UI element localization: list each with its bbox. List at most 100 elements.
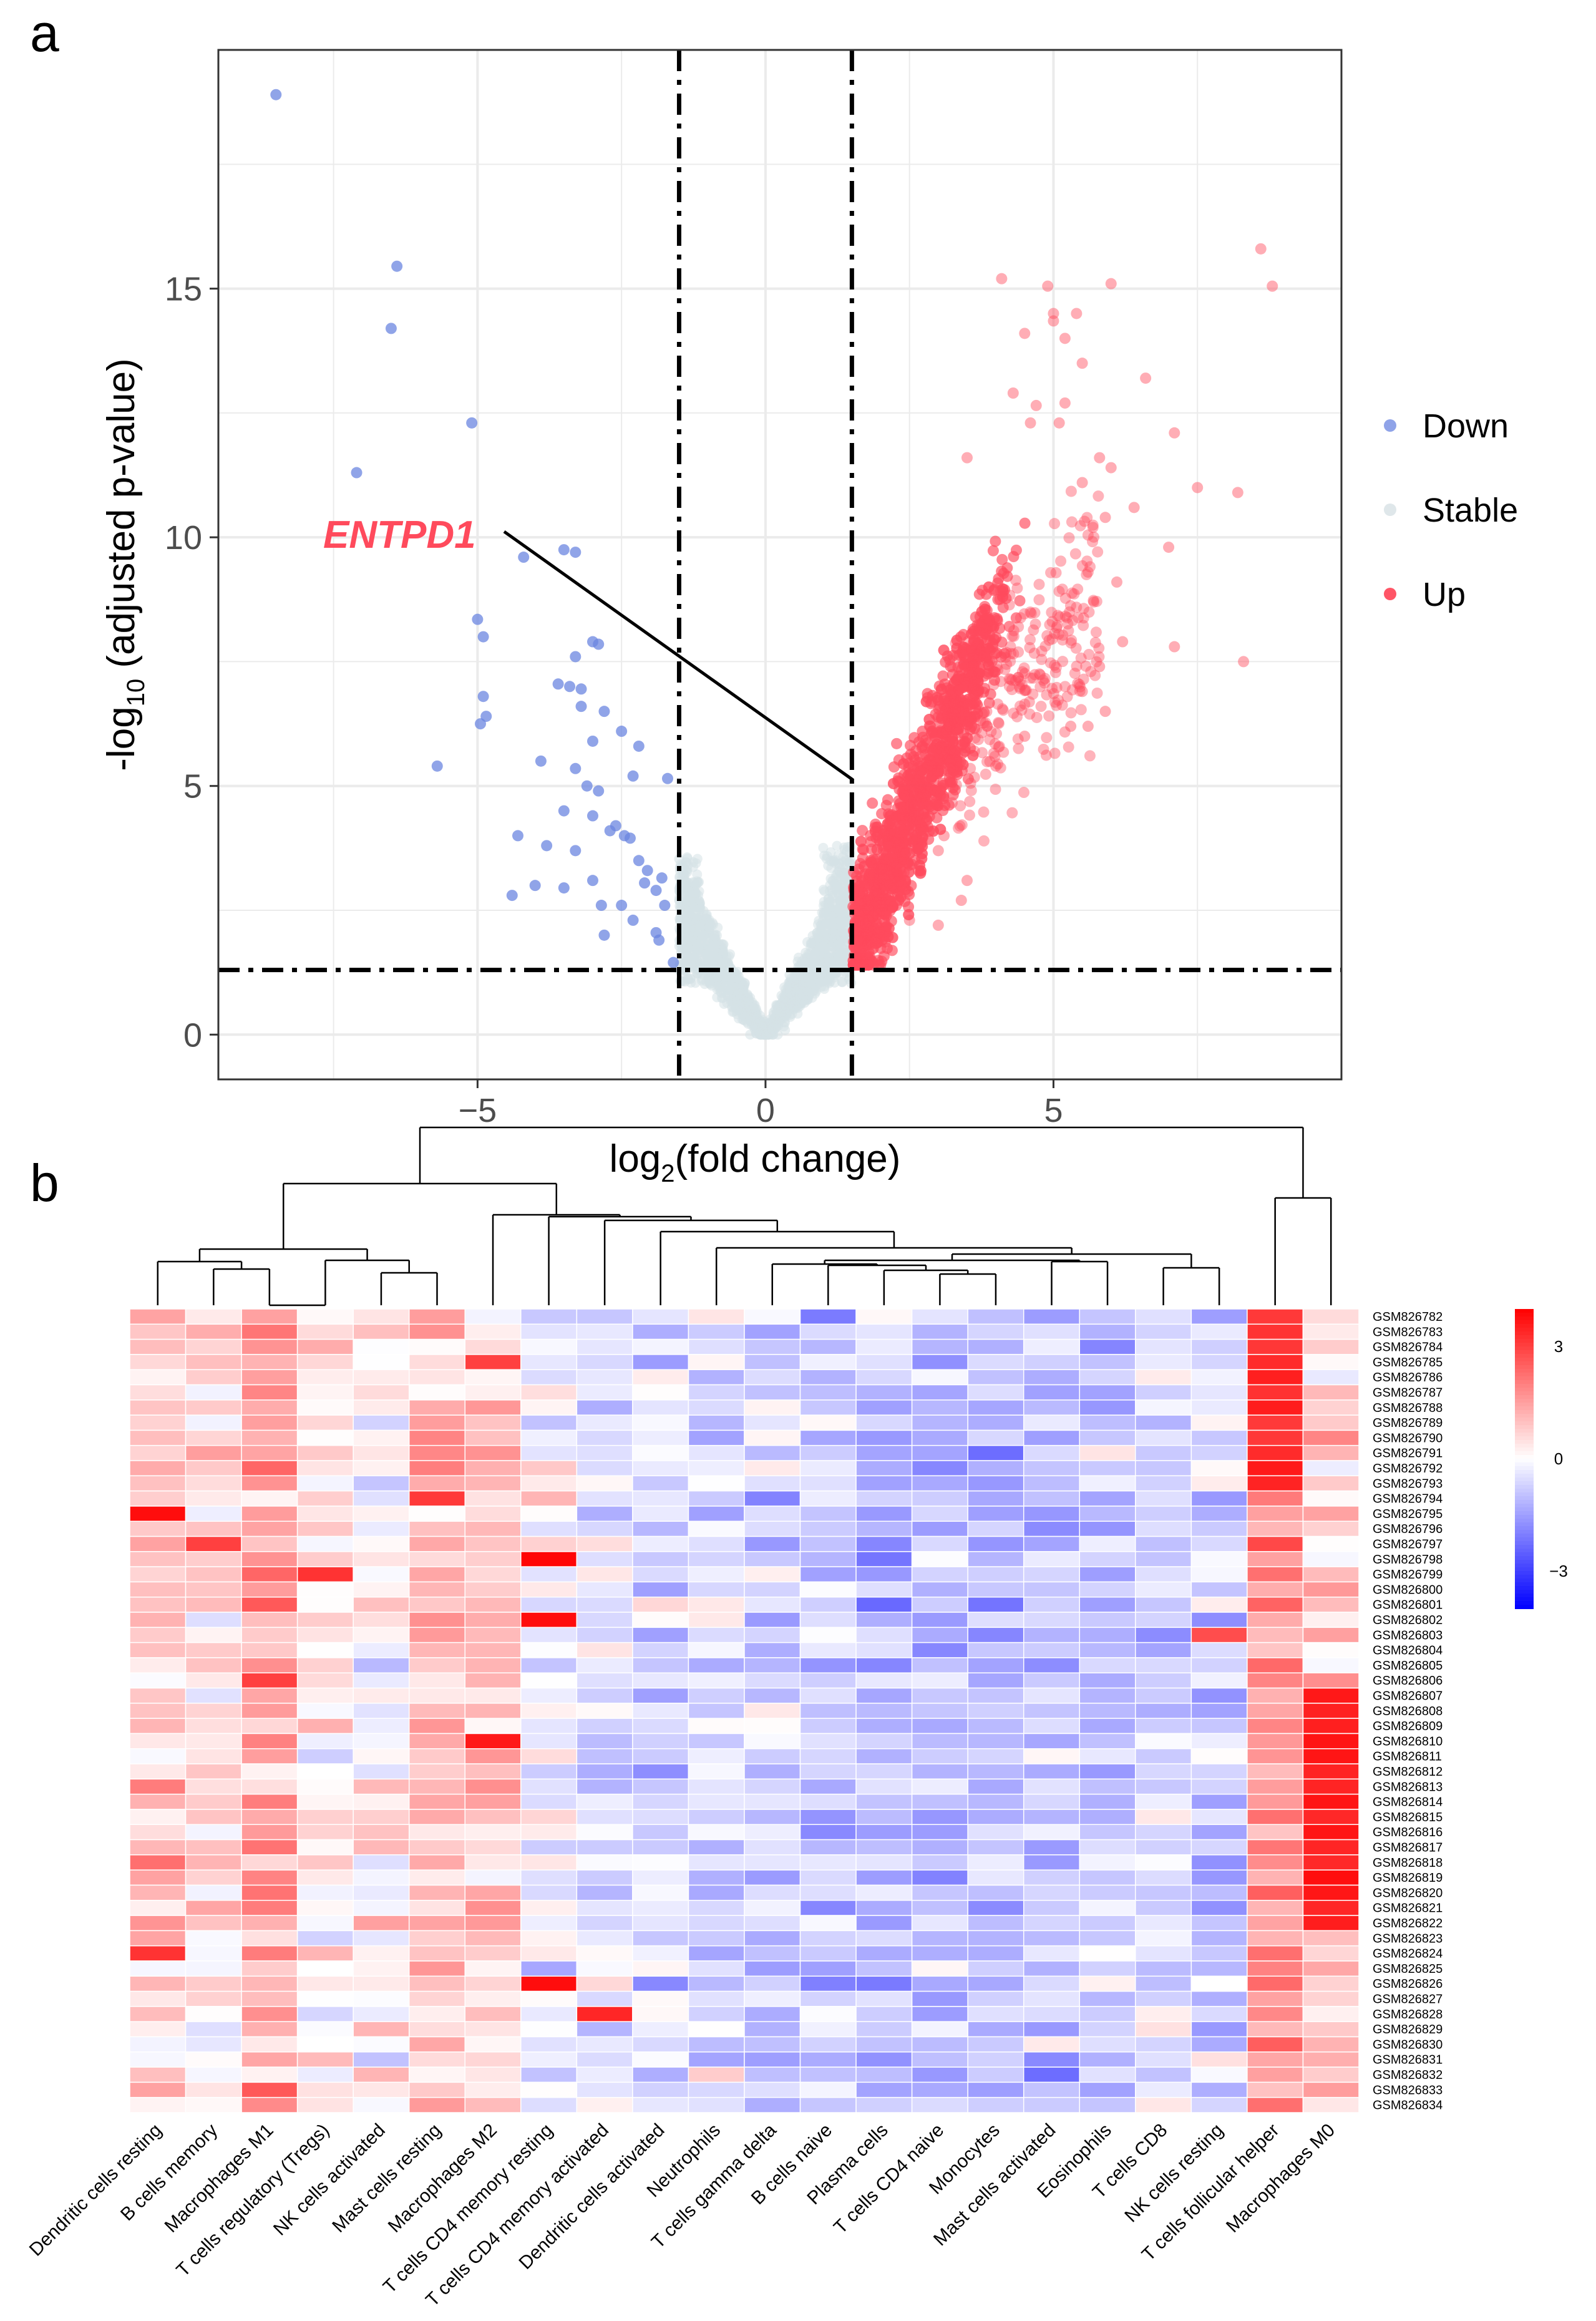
- up-point: [975, 645, 986, 656]
- up-point: [922, 761, 934, 772]
- up-point: [903, 914, 915, 926]
- up-point: [958, 673, 970, 685]
- up-point: [956, 739, 968, 751]
- up-point: [958, 706, 970, 718]
- panel-a-label: a: [30, 4, 59, 62]
- heatmap-cell: [241, 1930, 298, 1947]
- up-point: [878, 863, 890, 875]
- up-point: [888, 852, 900, 864]
- up-point: [879, 925, 891, 937]
- down-point: [558, 882, 570, 894]
- up-point: [965, 644, 977, 656]
- up-point: [944, 776, 956, 788]
- up-point: [905, 807, 917, 819]
- heatmap-cell: [129, 1990, 187, 2007]
- heatmap-cell: [296, 2066, 354, 2083]
- heatmap-cell: [241, 2036, 298, 2053]
- up-point: [1088, 596, 1100, 608]
- up-point: [876, 808, 888, 820]
- up-point: [877, 907, 889, 919]
- up-point: [1001, 562, 1013, 574]
- up-point: [915, 865, 927, 877]
- down-point: [587, 810, 598, 822]
- up-point: [870, 934, 882, 946]
- up-point: [999, 584, 1011, 596]
- up-point: [1024, 634, 1036, 646]
- up-point: [953, 670, 965, 682]
- legend-key-up: [1384, 588, 1396, 600]
- heatmap-cell: [296, 2036, 354, 2053]
- up-point: [890, 821, 902, 833]
- heatmap-cell: [129, 1642, 187, 1658]
- heatmap-cell: [241, 1429, 298, 1446]
- up-point: [1069, 548, 1081, 560]
- up-point: [901, 824, 913, 835]
- heatmap-cell: [185, 1884, 242, 1901]
- heatmap-cell: [129, 1384, 187, 1401]
- up-point: [877, 934, 888, 946]
- up-point: [997, 591, 1009, 603]
- up-point: [954, 713, 966, 724]
- stable-point: [680, 976, 691, 987]
- up-point: [923, 754, 935, 766]
- up-point: [1046, 633, 1058, 645]
- up-point: [882, 794, 893, 805]
- up-point: [851, 935, 863, 946]
- heatmap-cell: [129, 1884, 187, 1901]
- heatmap-cell: [241, 2096, 298, 2113]
- heatmap-cell: [185, 1551, 242, 1567]
- heatmap-cell: [353, 1384, 410, 1401]
- heatmap-cell: [353, 1672, 410, 1689]
- x-tick-label: −5: [459, 1092, 497, 1129]
- up-point: [884, 859, 896, 871]
- up-point: [878, 915, 890, 927]
- up-point: [963, 716, 975, 727]
- heatmap-cell: [185, 1915, 242, 1932]
- up-point: [868, 890, 880, 902]
- stable-point: [694, 877, 704, 887]
- up-point: [887, 777, 899, 789]
- heatmap-cell: [296, 1399, 354, 1416]
- up-point: [988, 634, 1000, 646]
- up-point: [862, 959, 874, 971]
- x-axis-label: log2(fold change): [610, 1137, 901, 1187]
- heatmap-cell: [185, 1718, 242, 1735]
- stable-point: [730, 982, 741, 993]
- up-point: [951, 766, 963, 778]
- up-point: [870, 897, 882, 909]
- up-point: [859, 939, 871, 951]
- stable-point: [693, 943, 704, 954]
- up-point: [956, 765, 968, 777]
- stable-point: [738, 1001, 749, 1012]
- up-point: [853, 864, 865, 875]
- heatmap-cells: [129, 1308, 1360, 2113]
- heatmap-cell: [241, 1612, 298, 1628]
- up-point: [960, 675, 971, 687]
- stable-point: [772, 1008, 782, 1018]
- heatmap-cell: [353, 1521, 410, 1537]
- up-point: [867, 797, 878, 809]
- stable-point: [812, 933, 822, 943]
- stable-point: [807, 982, 818, 993]
- heatmap-cell: [296, 1778, 354, 1795]
- up-point: [930, 729, 942, 741]
- up-point: [948, 765, 960, 777]
- up-point: [875, 905, 887, 917]
- up-point: [983, 581, 995, 593]
- heatmap-cell: [129, 1839, 187, 1856]
- down-point: [587, 735, 598, 747]
- up-point: [1089, 636, 1101, 648]
- up-point: [864, 873, 875, 885]
- stable-point: [834, 862, 845, 872]
- heatmap-cell: [296, 1960, 354, 1977]
- up-point: [948, 714, 960, 726]
- up-point: [872, 821, 883, 833]
- up-point: [888, 867, 900, 879]
- down-point: [541, 840, 553, 852]
- up-point: [983, 659, 995, 671]
- up-point: [1033, 594, 1045, 606]
- up-point: [862, 959, 874, 971]
- up-point: [857, 844, 869, 856]
- up-point: [878, 908, 890, 920]
- up-point: [927, 803, 938, 815]
